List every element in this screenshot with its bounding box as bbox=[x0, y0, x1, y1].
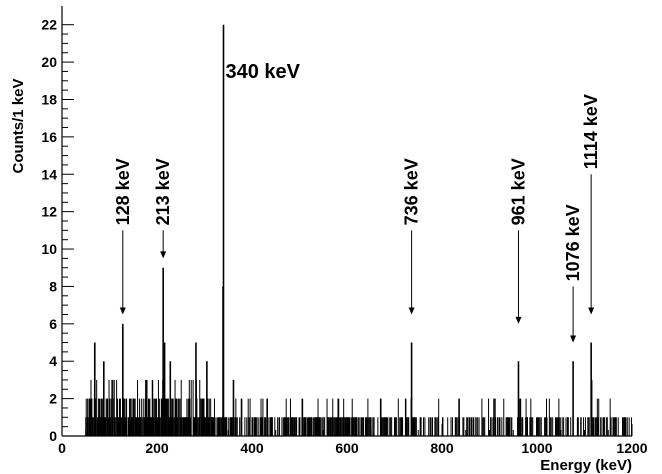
arrow-head bbox=[408, 307, 415, 315]
peak-label: 340 keV bbox=[226, 61, 301, 83]
x-tick-label: 200 bbox=[145, 440, 169, 456]
arrow-head bbox=[515, 316, 522, 324]
x-axis-title: Energy (keV) bbox=[540, 457, 632, 474]
y-tick-label: 0 bbox=[49, 428, 57, 444]
y-axis-title: Counts/1 keV bbox=[10, 78, 27, 173]
y-tick-label: 18 bbox=[41, 91, 57, 107]
x-tick-label: 1000 bbox=[521, 440, 552, 456]
y-tick-label: 2 bbox=[49, 391, 57, 407]
y-tick-label: 8 bbox=[49, 278, 57, 294]
peak-lines bbox=[93, 24, 593, 436]
axis-ticks: 0 2 4 6 8 10 12 14 16 18 20 22 0 200 400 600 800 1000 1200 bbox=[41, 17, 647, 456]
y-tick-label: 16 bbox=[41, 129, 57, 145]
peak-label: 1114 keV bbox=[581, 94, 601, 169]
y-tick-label: 22 bbox=[41, 17, 57, 33]
y-tick-label: 20 bbox=[41, 54, 57, 70]
peak-annotations: 128 keV 213 keV 340 keV 736 keV 961 keV 1076 … bbox=[113, 61, 601, 343]
axes bbox=[61, 6, 632, 437]
arrow-head bbox=[570, 335, 577, 343]
y-tick-label: 12 bbox=[41, 204, 57, 220]
peak-label: 213 keV bbox=[153, 158, 173, 225]
arrow-head bbox=[119, 307, 126, 315]
peak-label: 736 keV bbox=[402, 158, 422, 225]
x-tick-label: 400 bbox=[240, 440, 264, 456]
y-tick-label: 14 bbox=[41, 166, 57, 182]
y-tick-label: 4 bbox=[49, 353, 57, 369]
x-tick-label: 0 bbox=[58, 440, 66, 456]
peak-label: 961 keV bbox=[508, 158, 528, 225]
arrow-head bbox=[160, 251, 167, 259]
x-tick-label: 1200 bbox=[616, 440, 647, 456]
y-tick-label: 10 bbox=[41, 241, 57, 257]
arrow-head bbox=[588, 307, 595, 315]
background-counts bbox=[85, 379, 633, 436]
x-tick-label: 600 bbox=[335, 440, 359, 456]
peak-label: 128 keV bbox=[113, 158, 133, 225]
x-tick-label: 800 bbox=[430, 440, 454, 456]
y-tick-label: 6 bbox=[49, 316, 57, 332]
peak-label: 1076 keV bbox=[563, 204, 583, 281]
